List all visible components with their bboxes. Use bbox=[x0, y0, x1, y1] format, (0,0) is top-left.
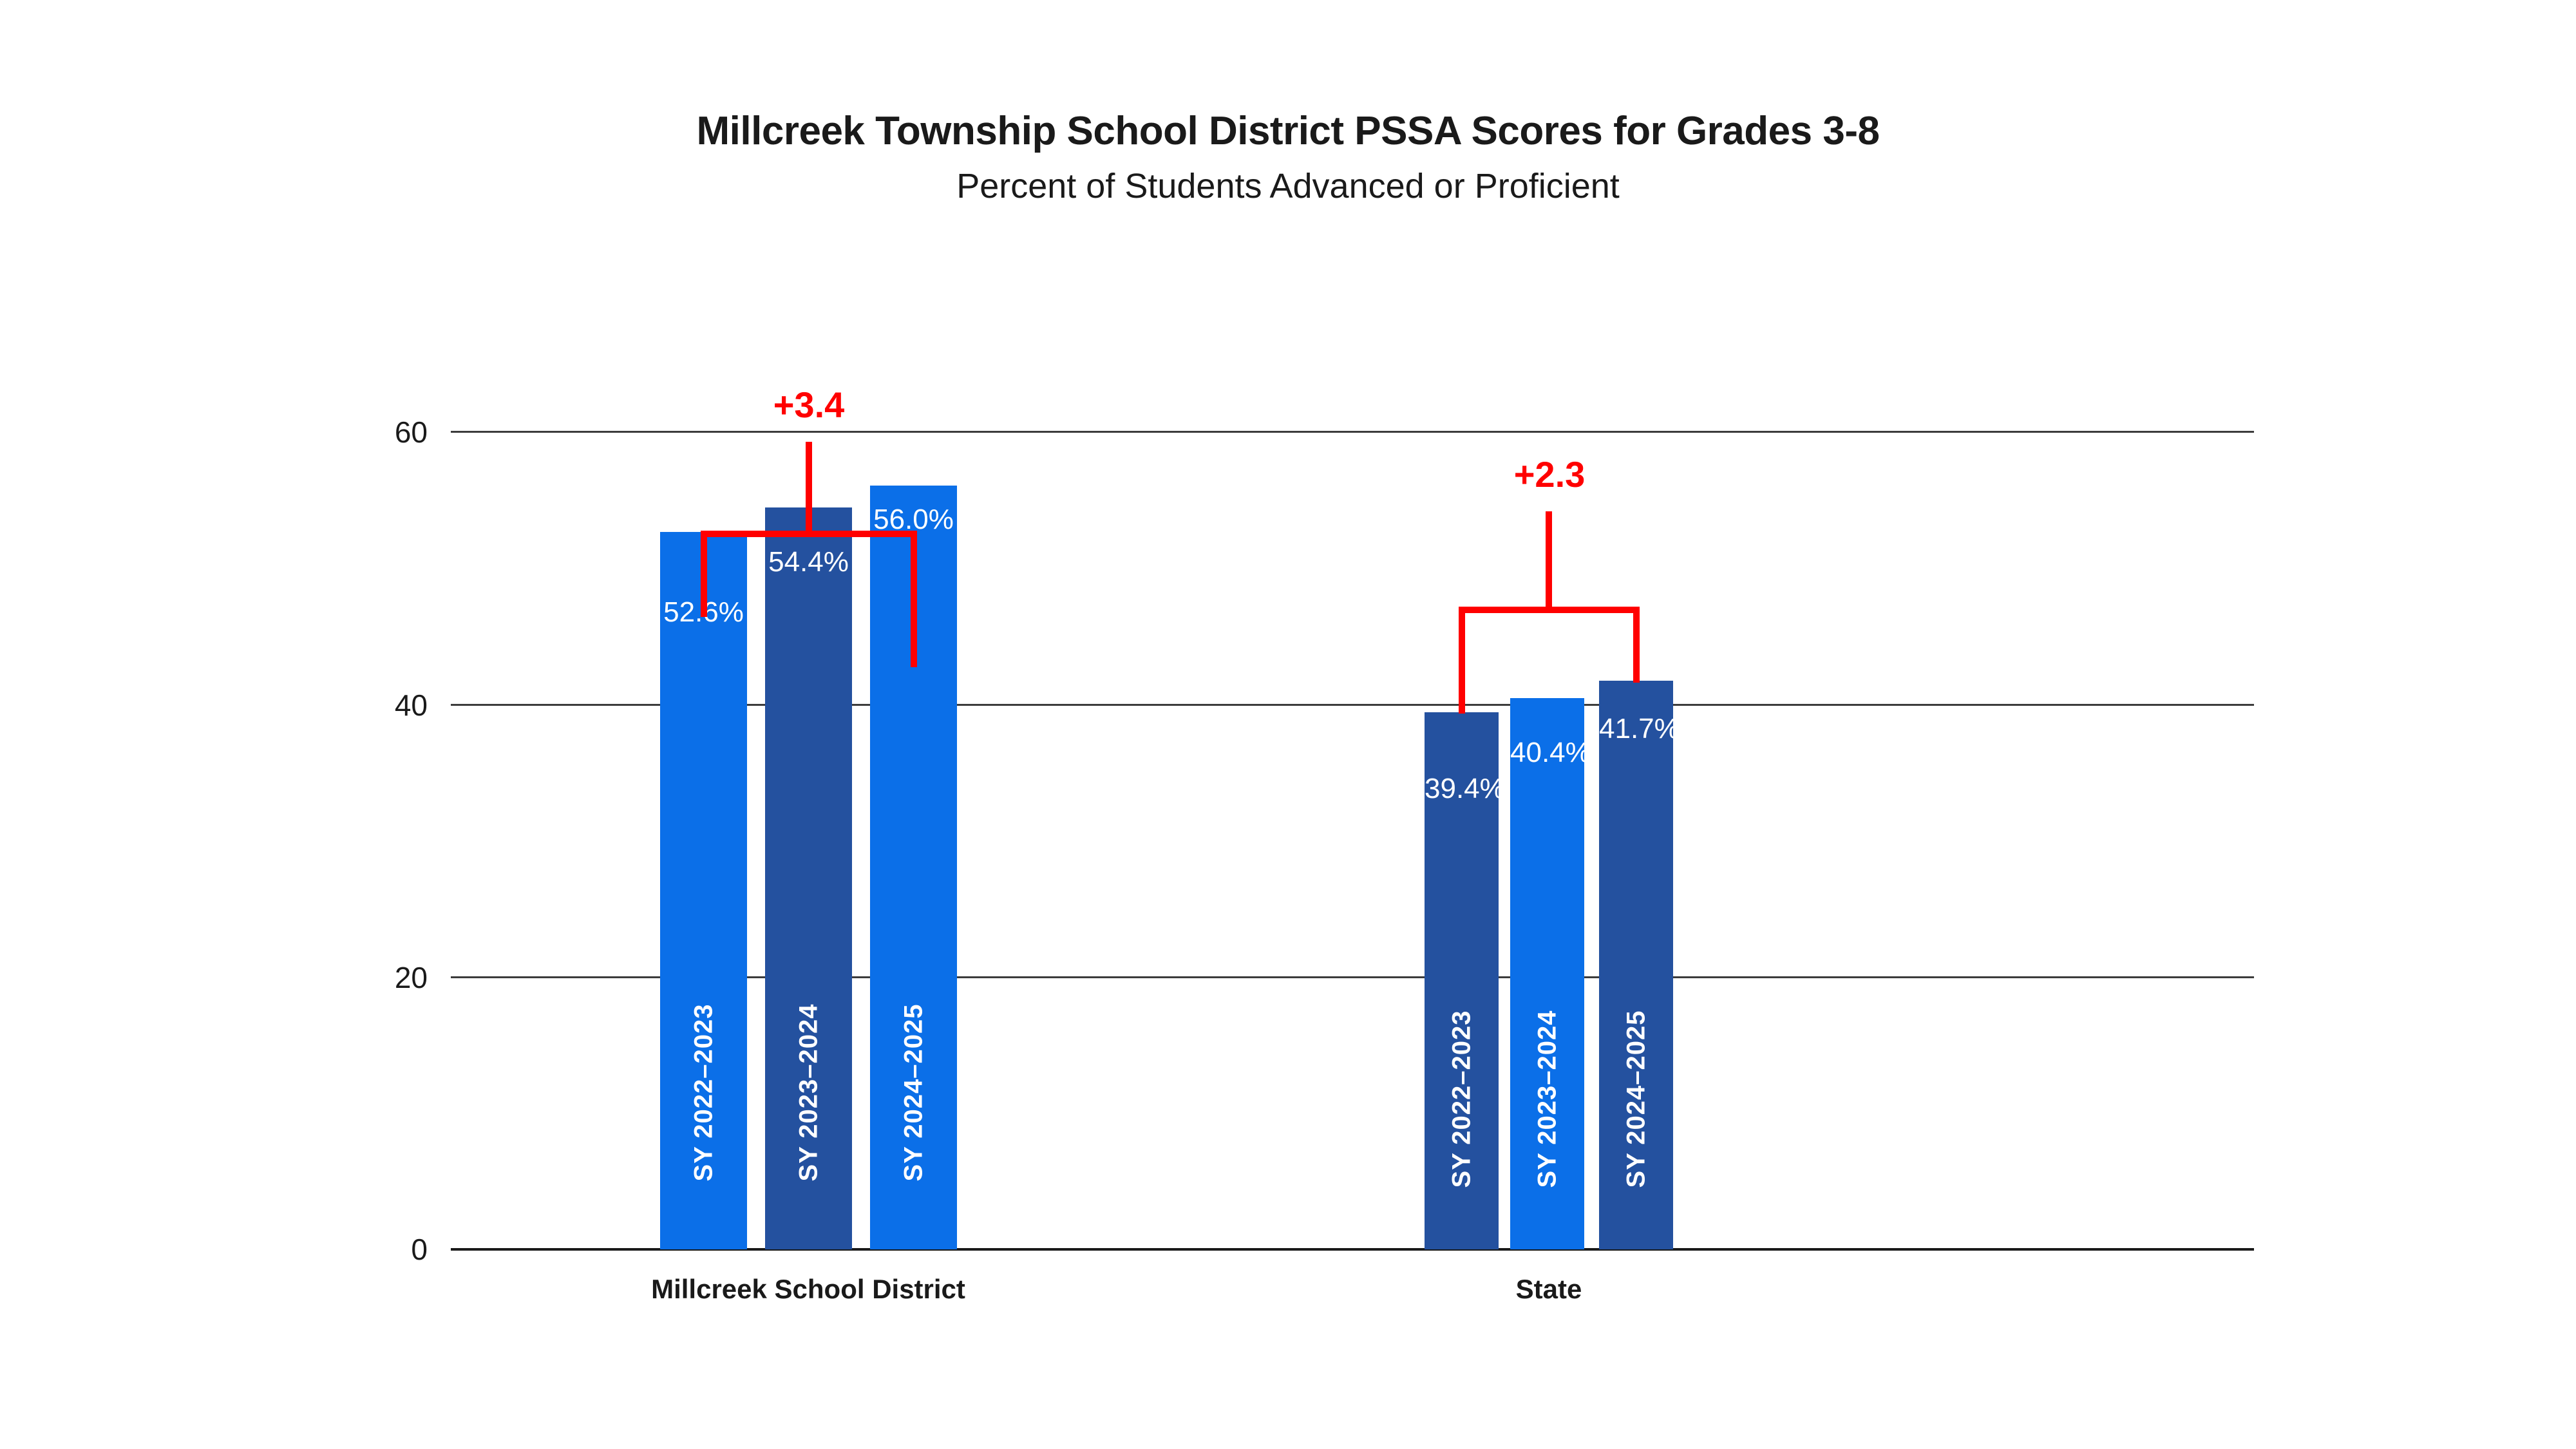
bar-millcreek-sy2023-2024[interactable]: 54.4% SY 2023–2024 bbox=[765, 507, 852, 1249]
bar-millcreek-sy2024-2025[interactable]: 56.0% SY 2024–2025 bbox=[870, 486, 957, 1249]
y-tick-40: 40 bbox=[394, 688, 428, 722]
annotation-bracket-left-state bbox=[1459, 607, 1465, 714]
bar-series-label: SY 2022–2023 bbox=[1447, 1010, 1475, 1188]
bar-state-sy2024-2025[interactable]: 41.7% SY 2024–2025 bbox=[1599, 681, 1680, 1249]
x-axis-group-label-millcreek: Millcreek School District bbox=[651, 1274, 965, 1304]
annotation-bracket-right-state bbox=[1633, 607, 1640, 683]
annotation-stem-state bbox=[1546, 511, 1552, 609]
gridline-20: 20 bbox=[395, 961, 2254, 994]
y-tick-20: 20 bbox=[394, 960, 428, 994]
bar-state-sy2022-2023[interactable]: 39.4% SY 2022–2023 bbox=[1425, 712, 1505, 1249]
y-tick-0: 0 bbox=[411, 1233, 428, 1266]
bar-state-sy2023-2024[interactable]: 40.4% SY 2023–2024 bbox=[1510, 698, 1591, 1249]
bar-series-label: SY 2024–2025 bbox=[1622, 1010, 1650, 1188]
bar-series-label: SY 2024–2025 bbox=[899, 1003, 927, 1181]
annotation-bracket-top-millcreek bbox=[701, 531, 917, 537]
title-block: Millcreek Township School District PSSA … bbox=[0, 109, 2576, 206]
annotation-bracket-right-millcreek bbox=[911, 531, 917, 667]
annotation-stem-millcreek bbox=[806, 442, 812, 533]
annotation-label-state: +2.3 bbox=[1513, 454, 1586, 495]
bar-value-label: 39.4% bbox=[1425, 773, 1505, 804]
plot-area: 60 40 20 0 52.6% SY 2022–2023 54.4% SY 2… bbox=[395, 322, 2254, 1304]
chart-title: Millcreek Township School District PSSA … bbox=[696, 109, 1880, 153]
chart-subtitle: Percent of Students Advanced or Proficie… bbox=[956, 167, 1620, 206]
bar-series-label: SY 2023–2024 bbox=[794, 1003, 822, 1181]
x-axis-group-label-state: State bbox=[1515, 1274, 1582, 1304]
gridline-60: 60 bbox=[395, 415, 2254, 449]
annotation-bracket-top-state bbox=[1459, 607, 1640, 613]
gridline-40: 40 bbox=[395, 688, 2254, 722]
annotation-bracket-left-millcreek bbox=[701, 531, 707, 617]
y-tick-60: 60 bbox=[394, 415, 428, 449]
bar-value-label: 40.4% bbox=[1510, 737, 1591, 768]
bar-series-label: SY 2023–2024 bbox=[1533, 1010, 1561, 1188]
y-axis-label: Percent Proficient in Math bbox=[0, 142, 193, 786]
bar-millcreek-sy2022-2023[interactable]: 52.6% SY 2022–2023 bbox=[660, 532, 747, 1249]
annotation-label-millcreek: +3.4 bbox=[773, 384, 845, 425]
bar-series-label: SY 2022–2023 bbox=[689, 1003, 717, 1181]
bar-value-label: 41.7% bbox=[1599, 713, 1680, 744]
x-axis-line: 0 bbox=[411, 1233, 2254, 1266]
bar-value-label: 54.4% bbox=[768, 546, 849, 578]
bar-value-label: 56.0% bbox=[873, 504, 954, 535]
